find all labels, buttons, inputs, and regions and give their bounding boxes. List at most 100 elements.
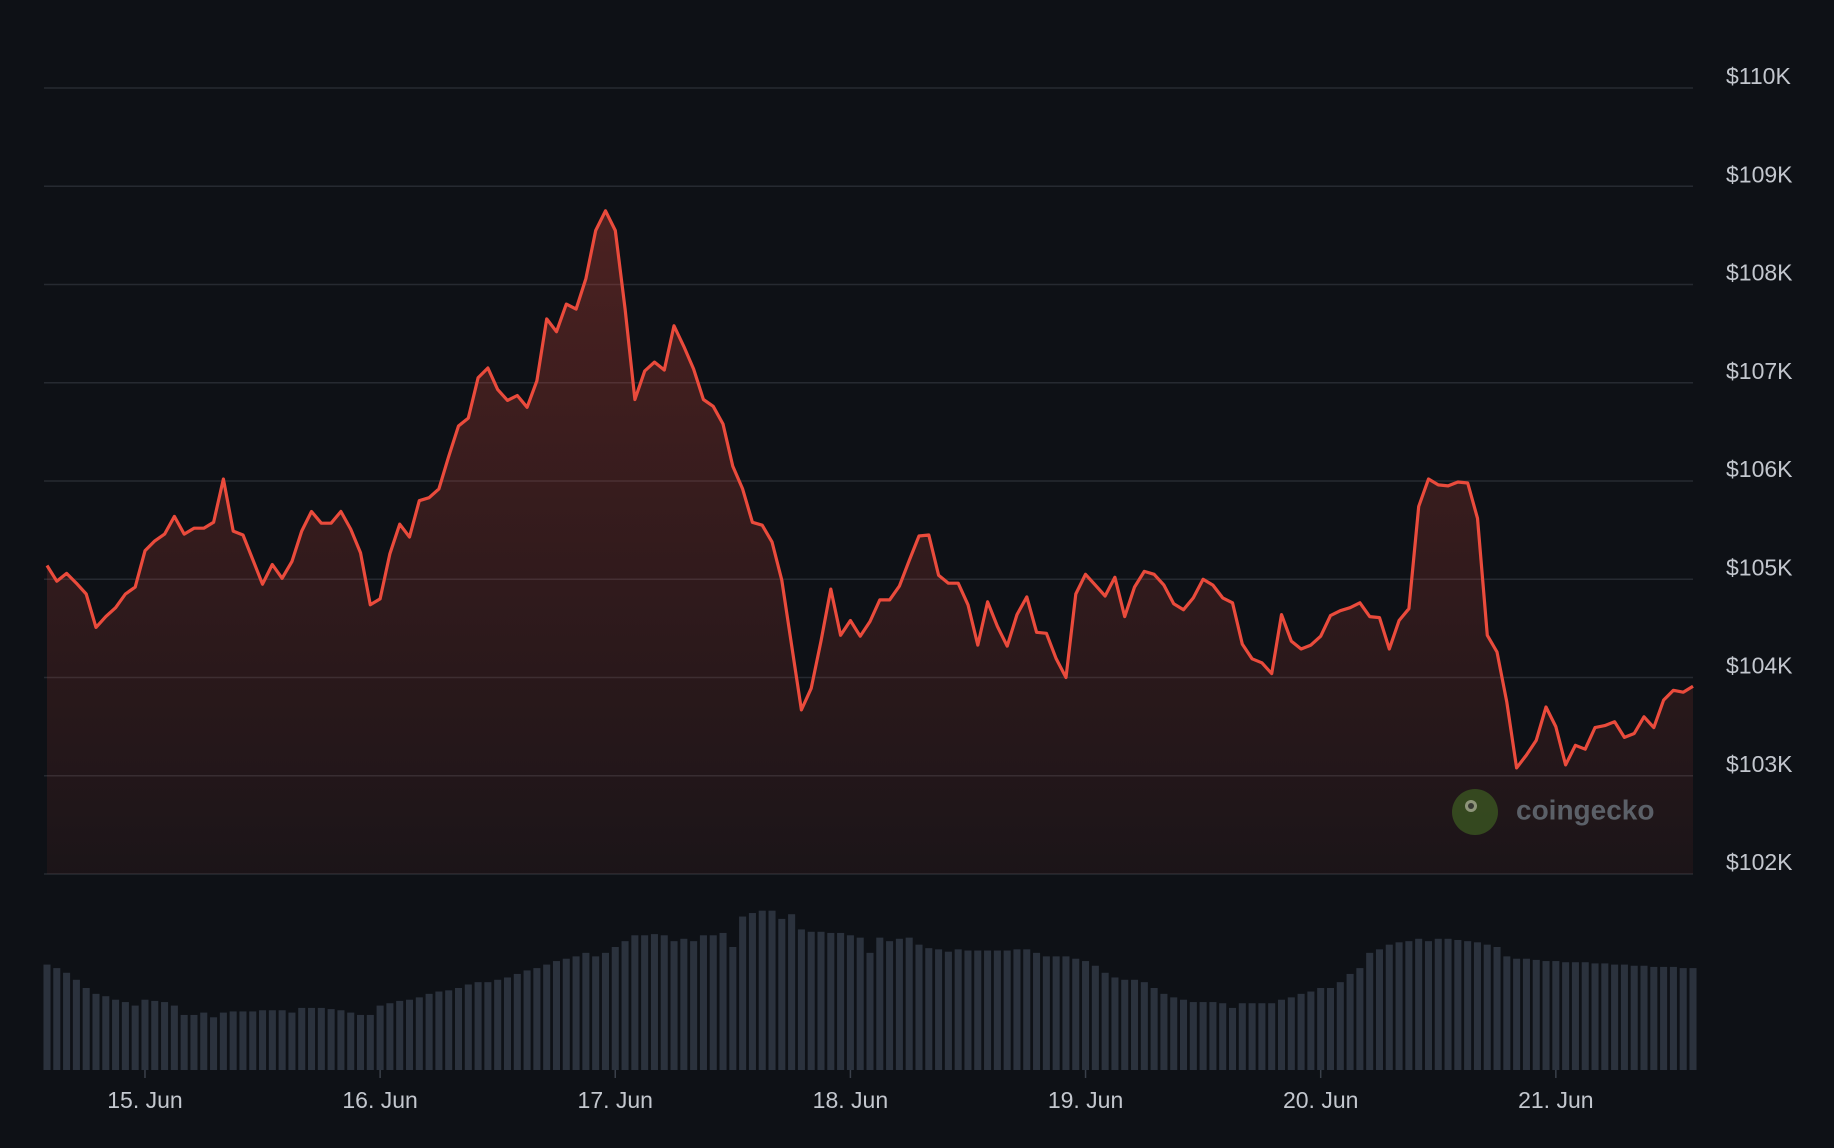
volume-bar [445,990,453,1070]
volume-bar [1228,1007,1237,1070]
volume-bar [43,964,51,1070]
volume-bar [748,913,756,1070]
volume-bar [1513,958,1521,1070]
volume-bar [1160,993,1168,1070]
volume-bar [935,949,943,1070]
y-tick-label: $104K [1726,653,1793,679]
volume-bar [1562,962,1570,1070]
volume-bar [1679,968,1687,1070]
volume-bar [484,982,492,1070]
y-tick-label: $103K [1726,751,1793,777]
volume-bar [1611,964,1619,1070]
volume-bar [1689,968,1697,1070]
volume-bar [1199,1002,1207,1070]
volume-bar [1444,938,1452,1070]
volume-bar [82,988,90,1070]
volume-bar [347,1012,355,1070]
volume-bar [298,1007,306,1070]
volume-bar [523,970,531,1070]
volume-bar [1503,956,1511,1070]
volume-bar [1268,1003,1276,1070]
volume-bar [503,977,512,1070]
volume-bar [425,993,433,1070]
volume-bar [739,916,747,1070]
volume-bar [1131,979,1139,1070]
volume-bar [601,952,609,1070]
volume-bar [1062,956,1070,1070]
volume-bar [1454,939,1462,1070]
volume-bar [1111,977,1119,1070]
volume-bar [1483,944,1491,1070]
volume-bar [327,1009,335,1070]
volume-bar [1277,999,1286,1070]
y-tick-label: $102K [1726,849,1793,875]
volume-bar [1150,988,1158,1070]
volume-bar [72,979,80,1070]
volume-bar [1415,938,1423,1070]
volume-bar [161,1002,169,1070]
x-tick-label: 17. Jun [578,1087,653,1113]
volume-bar [944,951,952,1070]
volume-bar [660,935,668,1070]
volume-bar [1179,999,1188,1070]
volume-bar [1581,962,1589,1070]
volume-bar [141,999,149,1070]
volume-bar [562,958,570,1070]
volume-bar [1424,941,1432,1070]
volume-bar [1072,958,1080,1070]
volume-bar [1669,966,1677,1070]
volume-bar [1630,965,1638,1070]
volume-bar [1023,949,1031,1070]
volume-bar [386,1003,394,1070]
volume-bar [964,950,972,1070]
volume-bar [1375,949,1384,1070]
volume-bar [1620,964,1628,1070]
volume-bar [1385,944,1393,1070]
volume-bar [1219,1003,1227,1070]
volume-bar [915,944,923,1070]
volume-bar [729,947,737,1070]
volume-bar [778,918,786,1070]
volume-bar [856,937,864,1070]
volume-bar [63,972,71,1070]
volume-bar [1405,941,1413,1070]
y-tick-label: $106K [1726,456,1793,482]
volume-bar [1248,1003,1256,1070]
volume-bar [905,937,913,1070]
volume-bar [1366,952,1374,1070]
volume-bar [1532,959,1540,1070]
volume-bar [1660,966,1668,1070]
volume-bar [415,997,423,1070]
volume-bar [1042,956,1050,1070]
watermark-logo [1452,789,1498,835]
volume-bar [121,1002,129,1070]
volume-bar [1189,1002,1197,1070]
volume-bar [1326,988,1335,1070]
volume-bar [464,984,472,1070]
volume-bar [650,934,658,1070]
y-tick-label: $107K [1726,358,1793,384]
volume-bar [827,932,835,1070]
y-tick-label: $105K [1726,554,1793,580]
volume-bar [974,950,982,1070]
volume-bar [817,931,825,1070]
volume-bar [200,1012,208,1070]
volume-bar [680,938,688,1070]
x-tick-label: 20. Jun [1283,1087,1358,1113]
volume-bar [1238,1003,1246,1070]
volume-bar [719,932,727,1070]
volume-bar [1003,950,1011,1070]
volume-bar [895,938,903,1070]
volume-bar [807,931,815,1070]
volume-bar [278,1010,286,1070]
volume-bar [268,1010,276,1070]
volume-bar [543,964,551,1070]
watermark: coingecko [1516,794,1654,825]
volume-bar [356,1014,365,1070]
y-tick-label: $109K [1726,161,1793,187]
volume-bar [1346,973,1354,1070]
volume-bar [229,1011,237,1070]
volume-bar [112,999,120,1070]
volume-bar [1307,991,1315,1070]
